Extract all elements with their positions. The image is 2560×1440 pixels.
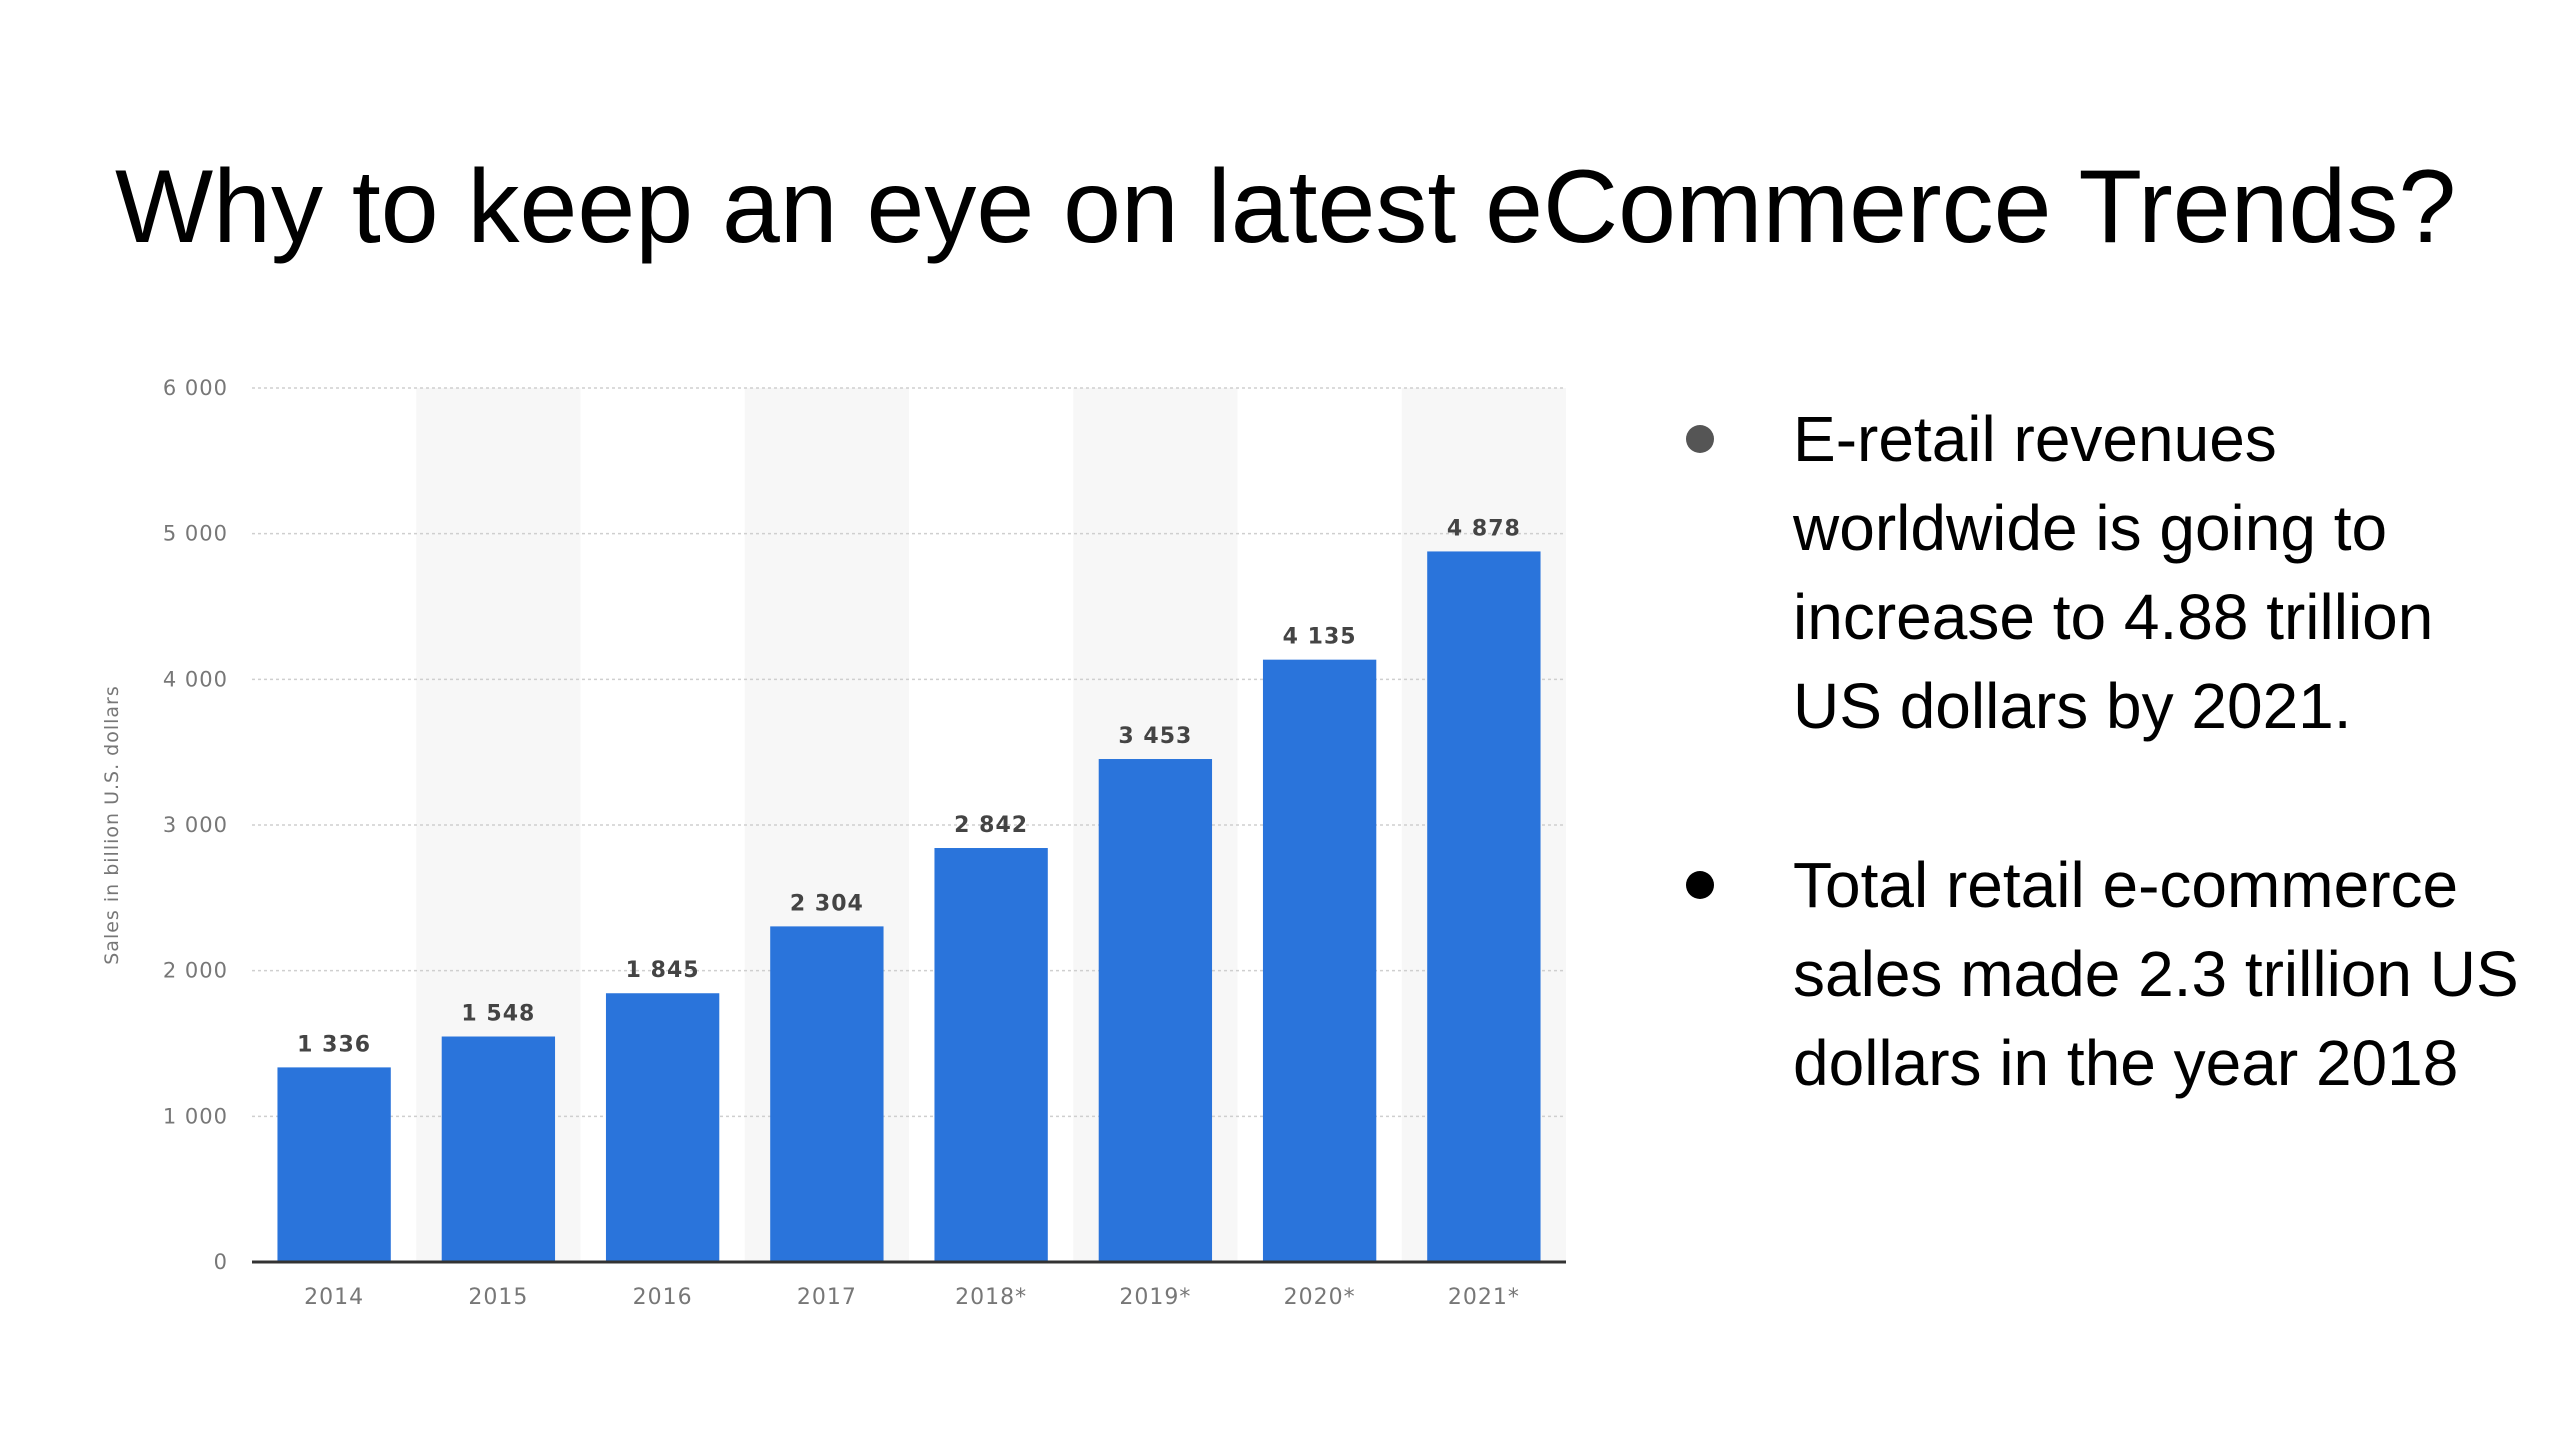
bar: [934, 848, 1048, 1262]
bar-value-label: 3 453: [1118, 724, 1192, 749]
y-tick-label: 6 000: [163, 376, 228, 400]
x-tick-label: 2020*: [1284, 1285, 1356, 1310]
bar-value-label: 1 336: [297, 1032, 371, 1057]
bar-value-label: 1 548: [461, 1002, 535, 1027]
bar-value-label: 4 878: [1447, 516, 1521, 541]
bar: [1262, 659, 1377, 1262]
chart-svg: 0 1 000 2 000 3 000 4 000 5 000 6 000 Sales in …: [101, 376, 1566, 1310]
x-tick-label: 2014: [304, 1285, 364, 1310]
bar: [1427, 551, 1541, 1262]
bar-value-label: 4 135: [1283, 625, 1357, 650]
bar: [277, 1067, 391, 1262]
y-tick-label: 2 000: [163, 959, 228, 983]
x-tick-label: 2016: [633, 1285, 693, 1310]
y-tick-label: 0: [214, 1250, 228, 1274]
slide-title: Why to keep an eye on latest eCommerce T…: [115, 149, 2457, 265]
y-tick-label: 5 000: [163, 522, 228, 546]
bullet-dot-icon: [1686, 871, 1714, 899]
bar: [605, 993, 720, 1262]
bullet-item: Total retail e-commerce sales made 2.3 t…: [1680, 841, 2540, 1108]
y-tick-label: 4 000: [163, 667, 228, 691]
bar-value-label: 1 845: [626, 958, 700, 983]
bar-value-label: 2 304: [790, 891, 864, 916]
bullet-text: Total retail e-commerce sales made 2.3 t…: [1793, 849, 2519, 1099]
x-tick-label: 2017: [797, 1285, 857, 1310]
bullet-item: E-retail revenues worldwide is going to …: [1680, 395, 2540, 751]
bullet-list: E-retail revenues worldwide is going to …: [1680, 395, 2540, 1108]
bar: [1098, 759, 1213, 1262]
bullet-dot-icon: [1686, 425, 1714, 453]
x-tick-label: 2018*: [955, 1285, 1027, 1310]
y-tick-label: 1 000: [163, 1104, 228, 1128]
bar: [770, 926, 884, 1262]
y-tick-label: 3 000: [163, 813, 228, 837]
y-axis-title: Sales in billion U.S. dollars: [101, 685, 123, 965]
x-tick-label: 2015: [468, 1285, 528, 1310]
bar-value-label: 2 842: [954, 813, 1028, 838]
bar-chart: 0 1 000 2 000 3 000 4 000 5 000 6 000 Sales in …: [90, 360, 1590, 1320]
x-tick-label: 2019*: [1119, 1285, 1191, 1310]
x-tick-label: 2021*: [1448, 1285, 1520, 1310]
bullet-text: E-retail revenues worldwide is going to …: [1793, 403, 2434, 742]
bar: [441, 1036, 556, 1262]
